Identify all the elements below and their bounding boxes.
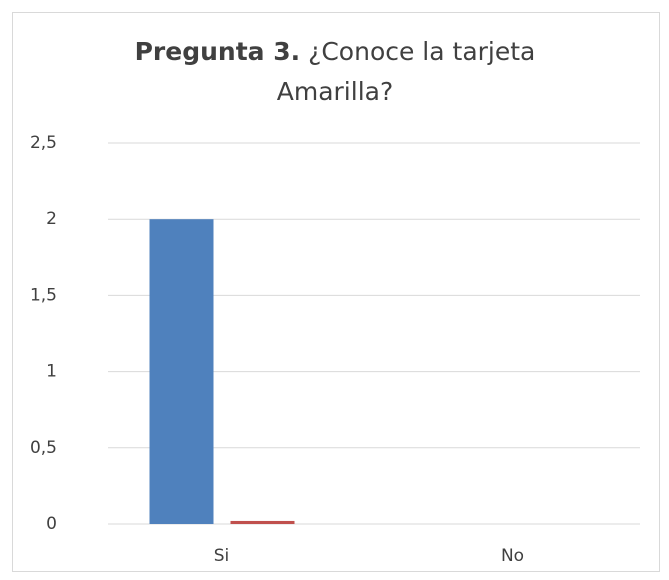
y-tick-label: 1: [46, 362, 57, 382]
y-tick-label: 0,5: [30, 438, 57, 458]
title-text: ¿Conoce la tarjeta Amarilla?: [276, 37, 536, 106]
chart-title: Pregunta 3. ¿Conoce la tarjeta Amarilla?: [110, 32, 560, 112]
y-tick-label: 0: [46, 514, 57, 534]
bar: [230, 520, 295, 524]
x-tick-label: Si: [214, 546, 230, 566]
x-tick-label: No: [501, 546, 524, 566]
title-label: Pregunta 3.: [134, 37, 301, 66]
chart-border: [12, 12, 660, 572]
y-tick-label: 1,5: [30, 285, 57, 305]
bar: [149, 219, 214, 524]
y-tick-label: 2,5: [30, 133, 57, 153]
y-tick-label: 2: [46, 209, 57, 229]
